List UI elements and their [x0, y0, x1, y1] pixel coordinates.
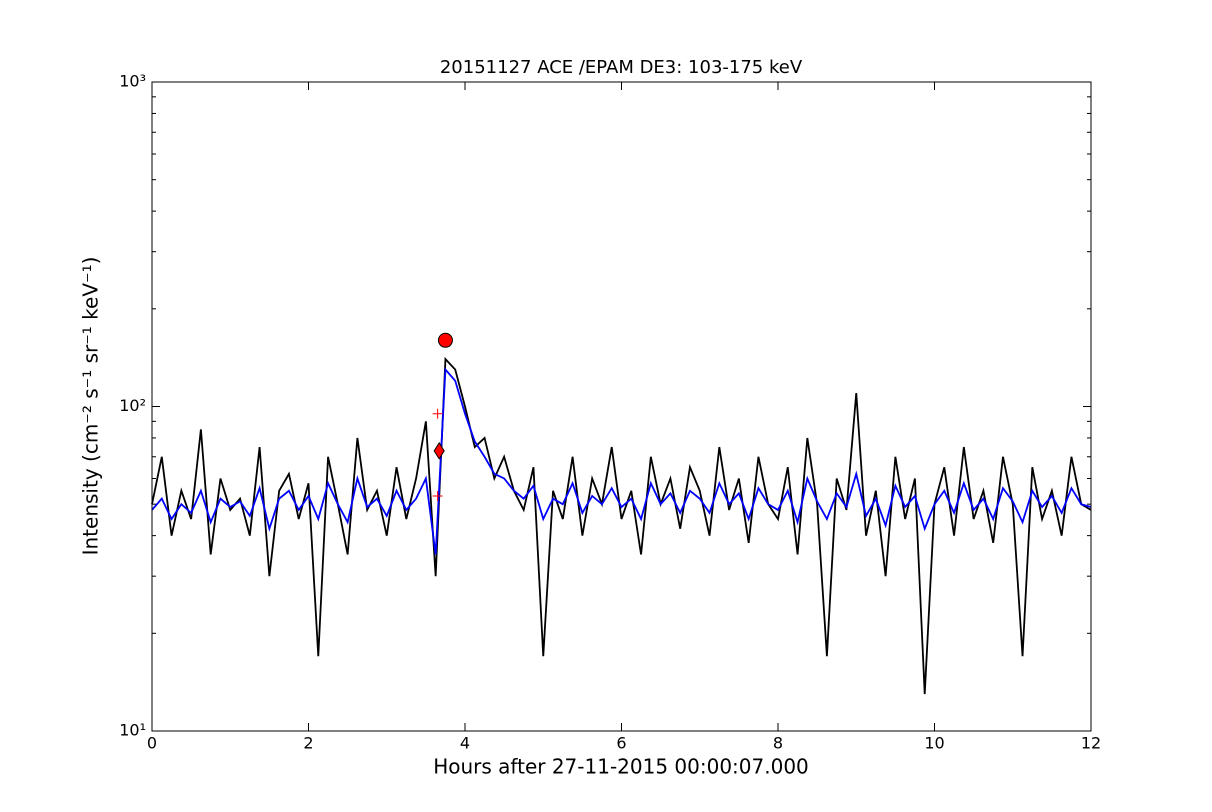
x-axis-label: Hours after 27-11-2015 00:00:07.000 [433, 755, 809, 779]
series-line [151, 356, 1092, 695]
chart-title: 20151127 ACE /EPAM DE3: 103-175 keV [440, 57, 803, 78]
marker-plus [432, 408, 443, 419]
x-tick-label: 8 [773, 734, 783, 753]
x-tick-label: 0 [147, 734, 157, 753]
x-tick-label: 4 [460, 734, 470, 753]
y-tick-label: 10¹ [119, 721, 146, 740]
marker-diamond [433, 441, 445, 460]
x-tick-label: 12 [1081, 734, 1101, 753]
marker-plus [432, 490, 443, 501]
plot-frame [151, 81, 1092, 732]
y-tick-label: 10³ [119, 72, 146, 91]
marker-circle [437, 332, 453, 348]
x-tick-label: 6 [616, 734, 626, 753]
x-tick-label: 10 [924, 734, 944, 753]
y-axis-label: Intensity (cm⁻² s⁻¹ sr⁻¹ keV⁻¹) [79, 257, 103, 556]
series-line [151, 367, 1092, 555]
y-tick-label: 10² [119, 396, 146, 415]
x-tick-label: 2 [303, 734, 313, 753]
